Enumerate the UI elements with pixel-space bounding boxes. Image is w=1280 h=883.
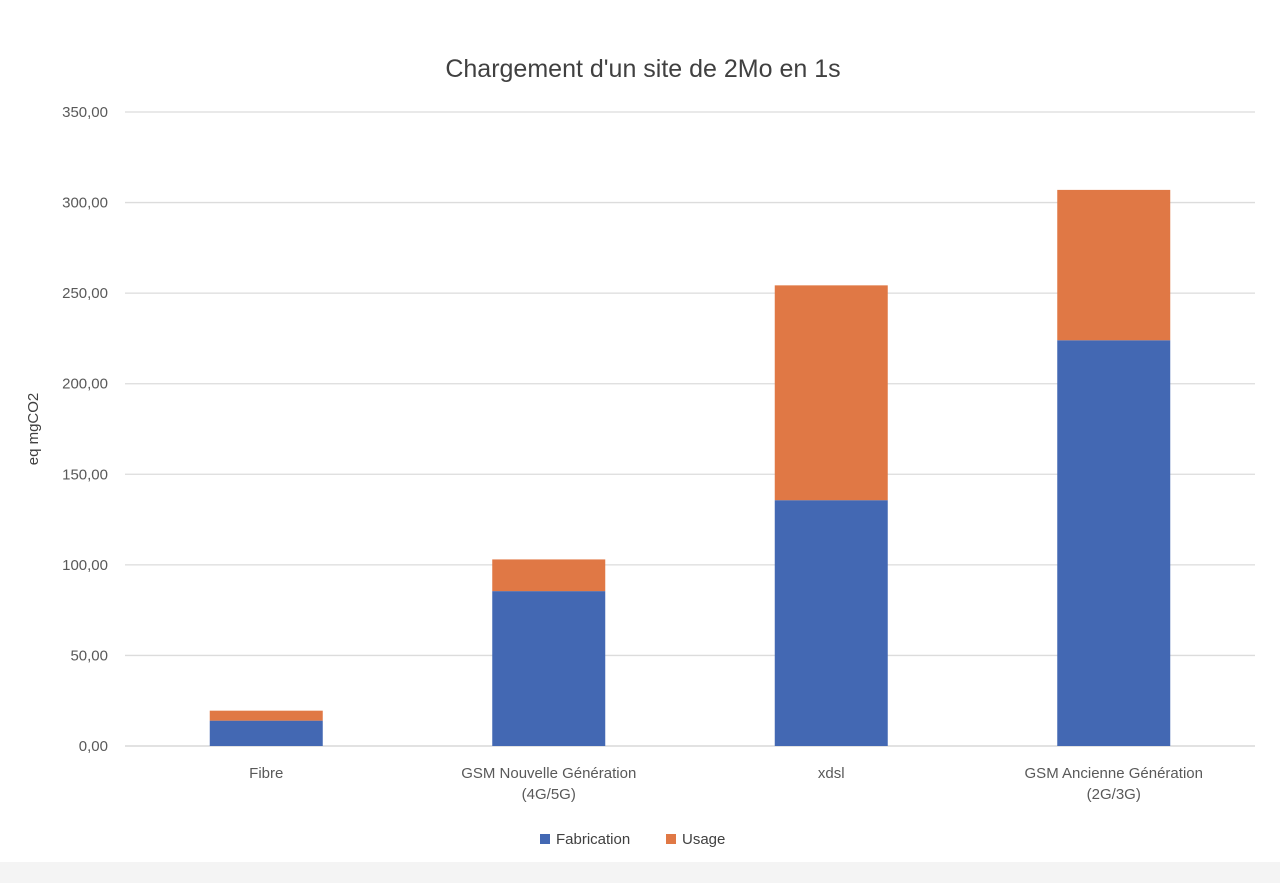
bars (209, 189, 1171, 746)
y-tick-labels: 0,00 50,00 100,00 150,00 200,00 250,00 300,00 3… (62, 104, 108, 755)
y-tick-label: 200,00 (62, 376, 108, 393)
bottom-strip (0, 862, 1280, 883)
y-tick-label: 0,00 (79, 738, 108, 755)
y-tick-label: 100,00 (62, 557, 108, 574)
category-labels: Fibre GSM Nouvelle Génération (4G/5G) xdsl G… (249, 765, 1203, 803)
category-label: xdsl (818, 765, 845, 782)
bar-fabrication (1057, 340, 1171, 746)
gridlines (125, 111, 1255, 747)
legend-label: Usage (682, 831, 725, 848)
bar-usage (492, 559, 606, 592)
category-label: GSM Ancienne Génération (1025, 765, 1203, 782)
category-label: (2G/3G) (1087, 786, 1141, 803)
y-tick-label: 350,00 (62, 104, 108, 121)
bar-usage (774, 285, 888, 501)
bar-usage (209, 710, 323, 721)
y-axis-label: eq mgCO2 (25, 393, 42, 466)
legend-swatch-fabrication (540, 834, 550, 844)
y-tick-label: 50,00 (70, 647, 108, 664)
legend-label: Fabrication (556, 831, 630, 848)
y-tick-label: 250,00 (62, 285, 108, 302)
bar-fabrication (774, 500, 888, 746)
category-label: Fibre (249, 765, 283, 782)
y-tick-label: 150,00 (62, 466, 108, 483)
legend: Fabrication Usage (540, 831, 725, 848)
category-label: GSM Nouvelle Génération (461, 765, 636, 782)
chart-title: Chargement d'un site de 2Mo en 1s (445, 55, 840, 83)
category-label: (4G/5G) (522, 786, 576, 803)
bar-usage (1057, 189, 1171, 341)
y-tick-label: 300,00 (62, 195, 108, 212)
bar-fabrication (492, 591, 606, 746)
bar-fabrication (209, 720, 323, 746)
legend-swatch-usage (666, 834, 676, 844)
